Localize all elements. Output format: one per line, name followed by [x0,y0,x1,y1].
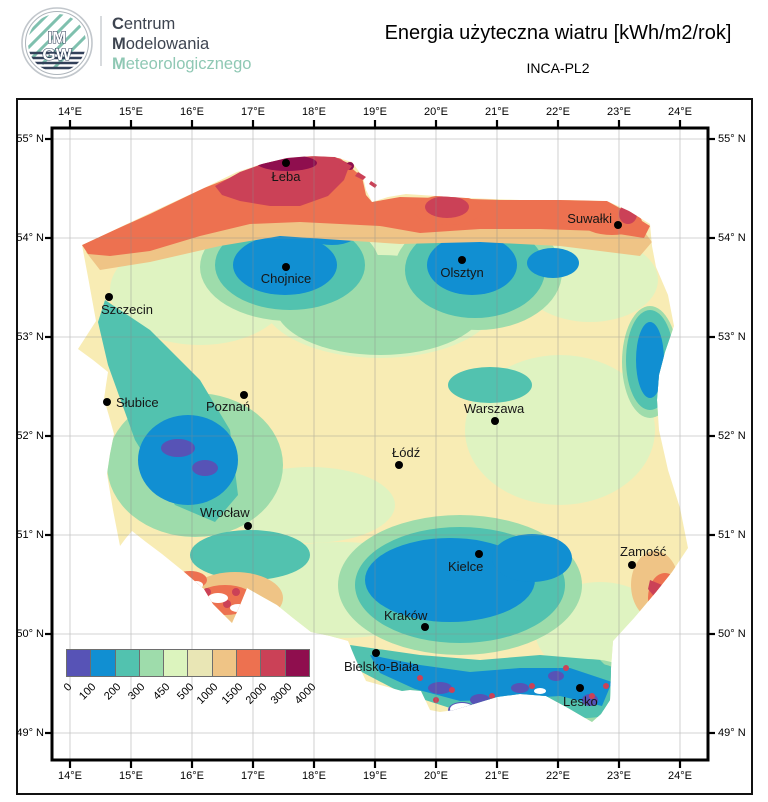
city-label: Łódź [392,445,421,460]
lon-label-top: 17°E [241,106,265,118]
city-marker-kielce [475,550,483,558]
city-label: Bielsko-Biała [344,659,420,674]
city-label: Warszawa [464,401,525,416]
lon-label-bottom: 15°E [119,770,143,782]
lon-label-top: 16°E [180,106,204,118]
legend-colorbar [66,649,310,677]
city-marker-bielsko [372,649,380,657]
city-marker-lesko [576,684,584,692]
lon-label-top: 23°E [607,106,631,118]
city-marker-suwalki [614,221,622,229]
logo-divider [100,16,102,66]
lon-label-bottom: 23°E [607,770,631,782]
city-label: Kraków [384,608,428,623]
lat-label-right: 52° N [718,430,746,442]
city-label: Chojnice [260,271,312,286]
city-marker-leba [282,159,290,167]
city-label: Szczecin [101,302,154,317]
lat-label-right: 51° N [718,529,746,541]
legend-swatch [115,650,140,676]
lat-label-right: 53° N [718,331,746,343]
lon-label-bottom: 18°E [302,770,326,782]
org-name: Centrum Modelowania Meteorologicznego [112,14,251,74]
lat-label-left: 52° N [16,430,44,442]
city-label: Wrocław [200,505,250,520]
lon-label-bottom: 14°E [58,770,82,782]
lon-label-top: 19°E [363,106,387,118]
lat-label-right: 50° N [718,628,746,640]
legend-swatch [91,650,116,676]
city-marker-szczecin [105,293,113,301]
lon-label-bottom: 22°E [546,770,570,782]
lon-label-bottom: 19°E [363,770,387,782]
city-marker-zamosc [628,561,636,569]
lon-label-top: 20°E [424,106,448,118]
lon-label-top: 14°E [58,106,82,118]
legend-swatch [261,650,286,676]
legend-swatch [212,650,238,676]
city-marker-krakow [421,623,429,631]
lon-label-top: 21°E [485,106,509,118]
city-label: Poznań [206,399,251,414]
lon-label-bottom: 17°E [241,770,265,782]
legend-swatch [139,650,165,676]
city-label: Kielce [448,559,484,574]
city-label: Zamość [620,544,667,559]
org-line-1: Centrum [112,15,176,33]
logo-text-im: IM [48,28,67,47]
org-line-3: Meteorologicznego [112,55,252,73]
city-marker-warszawa [491,417,499,425]
city-label: Olsztyn [440,265,484,280]
lat-label-left: 51° N [16,529,44,541]
legend-swatch [285,650,309,676]
lon-label-bottom: 21°E [485,770,509,782]
legend-swatch [67,650,92,676]
city-marker-slubice [103,398,111,406]
legend-swatch [237,650,262,676]
city-marker-olsztyn [458,256,466,264]
figure-outer-frame [16,98,753,795]
legend-swatch [164,650,189,676]
lat-label-right: 55° N [718,133,746,145]
logo-text-gw: GW [42,45,72,64]
map-subtitle: INCA-PL2 [526,60,590,76]
lat-label-right: 54° N [718,232,746,244]
lon-label-bottom: 24°E [668,770,692,782]
map-title: Energia użyteczna wiatru [kWh/m2/rok] [384,22,732,44]
lat-label-left: 50° N [16,628,44,640]
city-marker-wroclaw [244,522,252,530]
city-label: Słubice [116,395,159,410]
lon-label-top: 24°E [668,106,692,118]
lon-label-top: 18°E [302,106,326,118]
city-label: Lesko [563,694,598,709]
city-label: Łeba [271,169,301,184]
city-label: Suwałki [567,211,612,226]
legend-swatch [188,650,213,676]
lon-label-bottom: 20°E [424,770,448,782]
lat-label-right: 49° N [718,727,746,739]
city-marker-lodz [395,461,403,469]
city-marker-chojnice [282,263,290,271]
lon-label-top: 15°E [119,106,143,118]
org-line-2: Modelowania [112,35,210,53]
imgw-logo: IM GW [21,7,93,79]
lat-label-left: 49° N [16,727,44,739]
lat-label-left: 54° N [16,232,44,244]
lon-label-bottom: 16°E [180,770,204,782]
lat-label-left: 53° N [16,331,44,343]
lat-label-left: 55° N [16,133,44,145]
city-marker-poznan [240,391,248,399]
lon-label-top: 22°E [546,106,570,118]
